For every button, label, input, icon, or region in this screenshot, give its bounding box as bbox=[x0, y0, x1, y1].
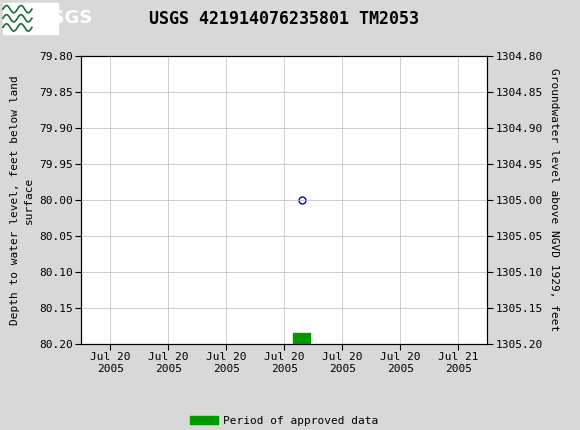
FancyBboxPatch shape bbox=[3, 3, 58, 34]
Bar bbox=[293, 333, 310, 344]
Legend: Period of approved data: Period of approved data bbox=[186, 412, 383, 430]
Text: USGS: USGS bbox=[38, 9, 93, 27]
Y-axis label: Depth to water level, feet below land
surface: Depth to water level, feet below land su… bbox=[10, 75, 34, 325]
Y-axis label: Groundwater level above NGVD 1929, feet: Groundwater level above NGVD 1929, feet bbox=[549, 68, 560, 332]
Text: USGS 421914076235801 TM2053: USGS 421914076235801 TM2053 bbox=[149, 10, 419, 28]
